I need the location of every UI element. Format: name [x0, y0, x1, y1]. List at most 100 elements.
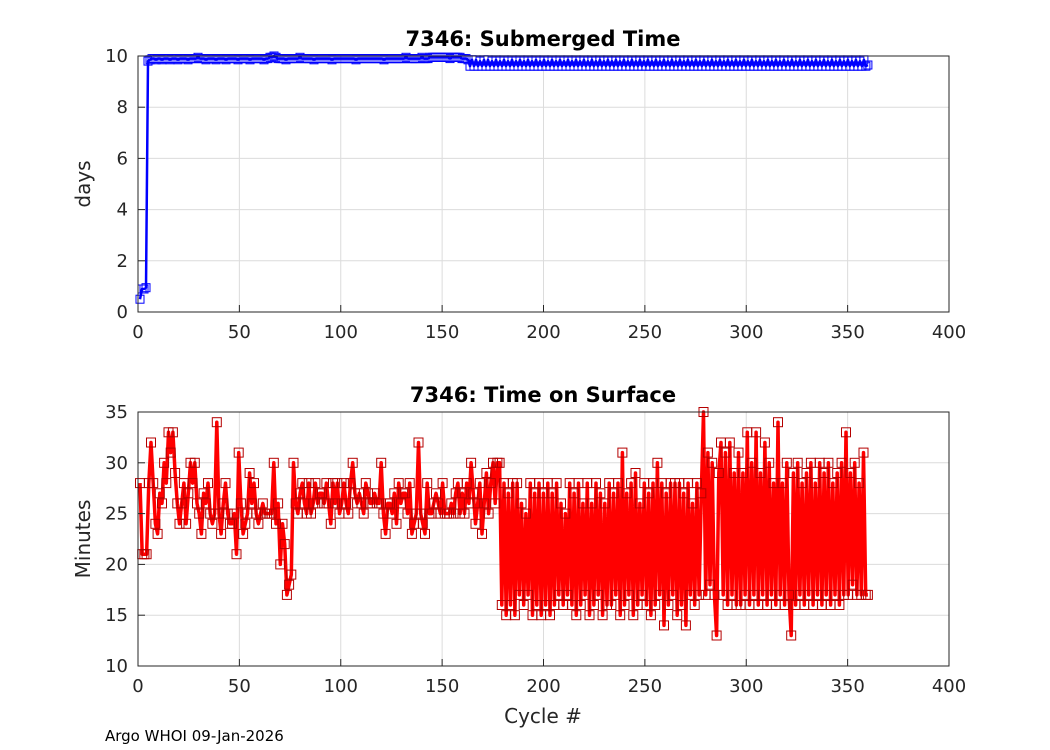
data-point-bottom — [152, 528, 163, 539]
y-tick-label: 0 — [117, 302, 128, 323]
data-point-bottom — [509, 610, 520, 621]
data-point-bottom — [220, 478, 231, 489]
data-point-bottom — [271, 518, 281, 529]
data-point-bottom — [257, 498, 268, 509]
data-point-bottom — [277, 518, 288, 529]
data-point-bottom — [781, 457, 792, 468]
data-point-bottom — [575, 600, 586, 610]
data-point-top — [141, 283, 151, 293]
data-point-bottom — [345, 478, 356, 489]
data-point-bottom — [246, 498, 257, 509]
data-point-bottom — [759, 437, 770, 448]
data-point-top — [863, 60, 873, 70]
data-point-bottom — [849, 457, 860, 468]
tick-labels-bottom: 0 50 100 150 200 250 300 350 400 10 15 20 25 30 35 — [105, 402, 966, 697]
data-point-bottom — [801, 468, 812, 478]
data-point-bottom — [273, 498, 284, 509]
data-point-bottom — [520, 508, 531, 519]
data-point-bottom — [227, 518, 238, 529]
x-tick-label: 0 — [132, 676, 143, 697]
data-point-bottom — [341, 498, 352, 509]
data-point-bottom — [393, 478, 404, 489]
data-point-bottom — [306, 508, 316, 519]
x-tick-label: 100 — [324, 322, 358, 343]
data-point-bottom — [645, 610, 656, 621]
data-point-bottom — [198, 488, 209, 499]
data-point-bottom — [420, 528, 430, 539]
data-point-bottom — [659, 620, 669, 631]
data-point-bottom — [494, 457, 505, 468]
data-point-bottom — [157, 498, 167, 509]
data-point-bottom — [562, 589, 573, 600]
data-point-bottom — [694, 589, 705, 600]
data-point-bottom — [619, 600, 630, 610]
data-point-bottom — [854, 478, 865, 489]
data-point-bottom — [231, 549, 242, 560]
data-point-bottom — [450, 488, 461, 499]
data-point-bottom — [724, 437, 735, 448]
data-point-bottom — [597, 610, 608, 621]
y-tick-label: 2 — [117, 251, 128, 272]
data-point-bottom — [630, 468, 641, 478]
data-point-bottom — [479, 498, 490, 509]
data-point-bottom — [159, 457, 170, 468]
x-tick-label: 400 — [932, 322, 966, 343]
chart-submerged-time: 0 50 100 150 200 250 300 350 400 0 2 4 6 8 10 7346: Su… — [71, 27, 966, 343]
data-point-bottom — [556, 498, 566, 509]
data-point-bottom — [823, 457, 834, 468]
data-point-bottom — [400, 488, 411, 499]
chart-title-top: 7346: Submerged Time — [405, 27, 680, 51]
x-tick-label: 400 — [932, 676, 966, 697]
data-point-bottom — [518, 600, 529, 610]
data-point-bottom — [266, 508, 277, 519]
data-point-bottom — [461, 478, 472, 489]
data-point-bottom — [707, 457, 718, 468]
x-tick-label: 200 — [526, 322, 560, 343]
data-point-bottom — [477, 528, 487, 539]
data-point-bottom — [238, 528, 249, 539]
data-point-bottom — [218, 498, 229, 509]
data-point-bottom — [490, 498, 501, 509]
data-point-bottom — [380, 528, 391, 539]
data-point-bottom — [545, 610, 555, 621]
x-tick-label: 350 — [830, 676, 864, 697]
data-point-bottom — [847, 579, 858, 590]
series-time-on-surface — [135, 407, 873, 641]
x-tick-label: 350 — [830, 322, 864, 343]
data-point-bottom — [599, 498, 610, 509]
data-point-bottom — [369, 488, 380, 499]
x-tick-label: 300 — [729, 322, 763, 343]
data-point-bottom — [244, 468, 255, 478]
data-point-bottom — [591, 478, 601, 489]
x-tick-label: 0 — [132, 322, 143, 343]
data-point-bottom — [584, 610, 595, 621]
data-point-bottom — [466, 457, 477, 468]
x-tick-label: 150 — [425, 676, 459, 697]
data-point-bottom — [667, 589, 678, 600]
data-point-bottom — [385, 498, 395, 509]
y-tick-label: 15 — [105, 605, 128, 626]
data-point-bottom — [827, 478, 838, 489]
y-axis-label-bottom: Minutes — [71, 500, 95, 579]
data-point-bottom — [720, 447, 731, 458]
data-point-bottom — [672, 610, 683, 621]
data-point-bottom — [764, 457, 775, 468]
y-tick-label: 6 — [117, 148, 128, 169]
data-point-bottom — [680, 620, 691, 631]
data-point-bottom — [233, 447, 244, 458]
data-point-bottom — [652, 457, 663, 468]
data-point-bottom — [330, 498, 341, 509]
data-point-bottom — [845, 468, 856, 478]
data-point-bottom — [705, 579, 715, 590]
data-point-bottom — [797, 478, 808, 489]
data-point-bottom — [746, 457, 757, 468]
data-point-bottom — [404, 478, 415, 489]
data-point-bottom — [516, 498, 527, 509]
data-point-bottom — [165, 447, 176, 458]
data-point-bottom — [595, 488, 606, 499]
data-point-bottom — [623, 589, 634, 600]
data-point-bottom — [446, 498, 457, 509]
data-point-bottom — [832, 468, 843, 478]
data-point-bottom — [751, 427, 762, 438]
